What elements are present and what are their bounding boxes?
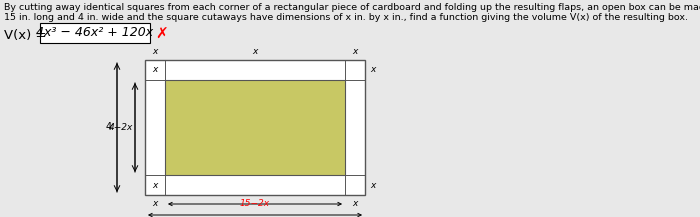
Text: 4x³ − 46x² + 120x: 4x³ − 46x² + 120x	[36, 26, 153, 39]
Text: 15−2x: 15−2x	[240, 199, 270, 208]
Text: ✗: ✗	[155, 26, 168, 41]
Text: x: x	[370, 66, 375, 74]
Bar	[145, 60, 365, 195]
Text: 4−2x: 4−2x	[108, 123, 133, 132]
Text: x: x	[352, 199, 358, 208]
Text: x: x	[153, 181, 158, 189]
Text: By cutting away identical squares from each corner of a rectangular piece of car: By cutting away identical squares from e…	[4, 3, 700, 12]
Text: x: x	[153, 47, 158, 56]
Bar	[40, 23, 150, 43]
Bar	[165, 80, 345, 175]
Text: x: x	[352, 47, 358, 56]
Text: x: x	[252, 47, 258, 56]
Text: x: x	[153, 66, 158, 74]
Text: 4: 4	[106, 123, 112, 133]
Text: V(x) =: V(x) =	[4, 29, 50, 42]
Text: x: x	[153, 199, 158, 208]
Text: 15 in. long and 4 in. wide and the square cutaways have dimensions of x in. by x: 15 in. long and 4 in. wide and the squar…	[4, 13, 688, 22]
Text: x: x	[370, 181, 375, 189]
